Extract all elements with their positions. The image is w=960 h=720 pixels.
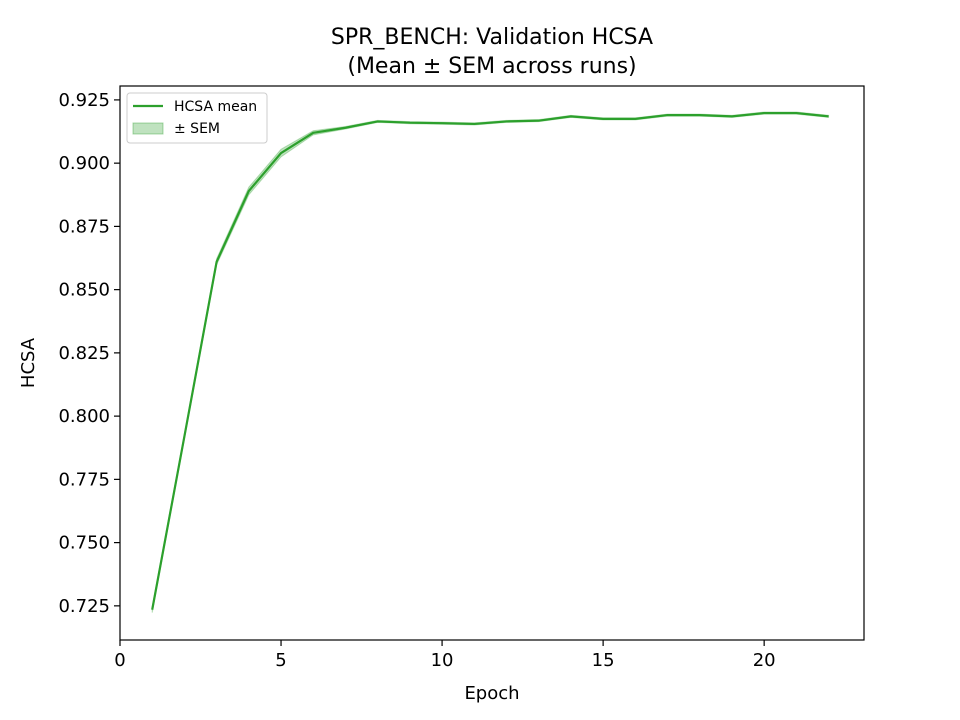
x-axis-ticks: 0 5 10 15 20 [114, 640, 776, 671]
plot-frame [120, 86, 864, 640]
y-tick-label: 0.925 [58, 90, 110, 111]
series-line-layer [151, 111, 829, 610]
y-axis-label: HCSA [18, 337, 39, 388]
y-tick-label: 0.900 [58, 153, 110, 174]
x-tick-label: 20 [753, 650, 776, 671]
x-axis-label: Epoch [464, 683, 519, 704]
y-tick-label: 0.875 [58, 216, 110, 237]
y-tick-label: 0.850 [58, 280, 110, 301]
legend-label-sem: ± SEM [174, 121, 220, 137]
series-line-hcsa-mean [151, 111, 829, 610]
plot-border [119, 85, 865, 641]
chart-title: SPR_BENCH: Validation HCSA [331, 25, 653, 50]
x-tick-label: 10 [431, 650, 454, 671]
y-tick-label: 0.800 [58, 406, 110, 427]
x-tick-label: 15 [592, 650, 615, 671]
chart-subtitle: (Mean ± SEM across runs) [347, 54, 636, 79]
y-tick-label: 0.775 [58, 469, 110, 490]
legend: HCSA mean ± SEM [126, 92, 268, 144]
y-tick-label: 0.750 [58, 533, 110, 554]
y-tick-label: 0.725 [58, 596, 110, 617]
y-tick-label: 0.825 [58, 343, 110, 364]
y-axis-ticks: 0.725 0.750 0.775 0.800 0.825 0.850 0.875 0.900… [58, 90, 120, 617]
plot-area [119, 85, 865, 641]
legend-band-swatch [132, 122, 164, 135]
legend-label-mean: HCSA mean [174, 99, 257, 115]
x-tick-label: 0 [114, 650, 125, 671]
x-tick-label: 5 [275, 650, 286, 671]
